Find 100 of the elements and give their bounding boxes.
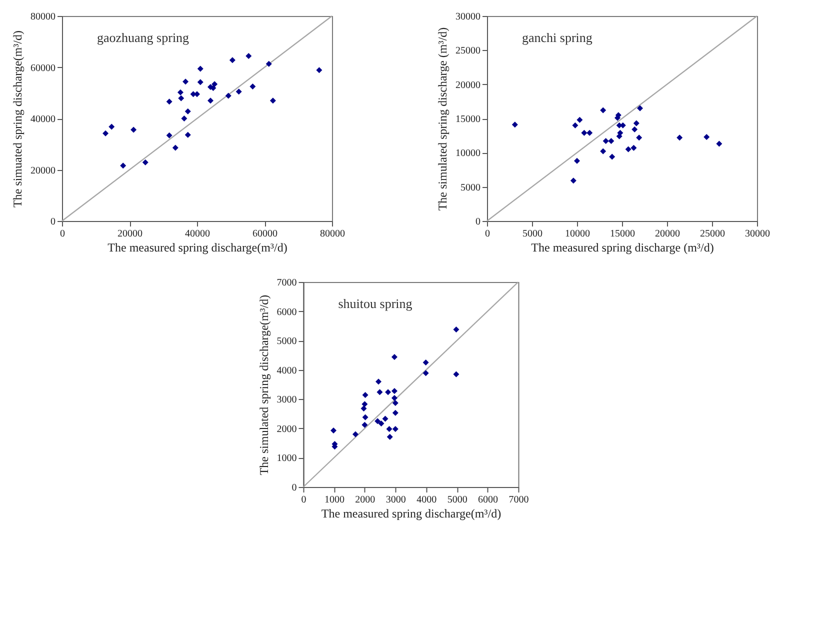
y-axis-title: The simulated spring discharge (m³/d) <box>436 27 450 211</box>
point <box>600 107 606 114</box>
point <box>316 67 322 74</box>
x-tick-label: 15000 <box>610 228 635 240</box>
x-axis-title: The measured spring discharge (m³/d) <box>531 240 714 254</box>
point <box>385 389 392 396</box>
point <box>184 132 191 138</box>
point <box>374 418 381 424</box>
x-tick-label: 7000 <box>508 494 529 506</box>
point <box>225 92 232 99</box>
y-tick-label: 60000 <box>30 62 56 74</box>
point <box>576 116 583 123</box>
x-tick-label: 0 <box>60 228 65 240</box>
y-tick-label: 1000 <box>276 453 297 464</box>
point <box>270 98 276 104</box>
y-tick-label: 3000 <box>276 394 297 406</box>
point <box>632 126 638 132</box>
y-tick-label: 5000 <box>276 336 297 348</box>
point <box>330 427 337 434</box>
x-tick-label: 1000 <box>324 494 344 506</box>
point <box>378 420 384 426</box>
point <box>166 98 172 105</box>
point <box>637 105 643 112</box>
x-tick-label: 0 <box>301 494 306 506</box>
point <box>208 98 214 104</box>
x-tick-label: 25000 <box>700 228 725 240</box>
point <box>602 138 609 144</box>
x-tick-label: 20000 <box>655 228 680 240</box>
point <box>142 159 148 166</box>
point <box>250 83 256 90</box>
point <box>184 108 191 114</box>
point <box>716 140 722 147</box>
point <box>382 416 388 422</box>
y-tick-label: 40000 <box>30 114 56 125</box>
point <box>422 360 429 366</box>
x-tick-label: 6000 <box>478 494 498 506</box>
point <box>177 89 184 96</box>
y-tick-label: 25000 <box>456 46 480 57</box>
x-tick-label: 30000 <box>745 228 770 240</box>
y-tick-label: 15000 <box>456 114 480 125</box>
y-tick-label: 0 <box>292 482 297 494</box>
y-tick-label: 2000 <box>276 424 297 435</box>
point <box>376 378 382 385</box>
point <box>172 144 178 151</box>
x-tick-label: 40000 <box>185 228 210 240</box>
point <box>625 146 632 152</box>
point <box>704 134 710 140</box>
x-axis-title: The measured spring discharge(m³/d) <box>108 240 288 254</box>
point <box>130 126 137 133</box>
point <box>453 371 460 378</box>
point <box>166 132 172 138</box>
x-tick-label: 3000 <box>386 494 406 506</box>
point <box>362 401 368 408</box>
point <box>236 88 242 95</box>
point <box>453 326 460 332</box>
y-tick-label: 4000 <box>276 365 297 376</box>
point <box>572 122 578 128</box>
x-tick-label: 80000 <box>320 228 345 240</box>
point <box>636 134 642 141</box>
point <box>182 78 189 85</box>
point <box>386 434 393 440</box>
point <box>392 410 398 416</box>
point <box>630 144 637 151</box>
point <box>197 79 204 86</box>
point <box>362 392 368 398</box>
point <box>120 162 126 169</box>
annotation: shuitou spring <box>338 296 413 311</box>
point <box>422 370 429 376</box>
y-tick-label: 30000 <box>456 12 480 22</box>
point <box>266 60 272 67</box>
y-tick-label: 20000 <box>30 165 56 176</box>
point <box>197 66 204 72</box>
point <box>108 124 115 130</box>
annotation: ganchi spring <box>522 30 593 45</box>
y-tick-label: 7000 <box>276 278 297 288</box>
point <box>392 400 398 406</box>
point <box>102 130 109 136</box>
point <box>570 178 576 184</box>
x-tick-label: 2000 <box>355 494 376 506</box>
x-tick-label: 60000 <box>252 228 278 240</box>
y-tick-label: 10000 <box>456 148 480 160</box>
point <box>181 116 188 122</box>
x-axis-title: The measured spring discharge(m³/d) <box>321 506 502 520</box>
point <box>352 431 358 438</box>
y-tick-label: 0 <box>476 216 480 228</box>
point <box>391 354 398 360</box>
point <box>633 120 640 126</box>
point <box>600 148 606 154</box>
x-tick-label: 4000 <box>416 494 437 506</box>
point <box>586 130 593 136</box>
y-tick-label: 6000 <box>276 306 297 318</box>
annotation: gaozhuang spring <box>97 30 190 45</box>
point <box>362 414 368 420</box>
y-axis-title: The simulated spring discharge(m³/d) <box>256 294 271 476</box>
point <box>178 95 184 102</box>
y-axis-title: The simuated spring discharge(m³/d) <box>10 30 24 208</box>
point <box>608 138 614 144</box>
x-tick-label: 10000 <box>565 228 590 240</box>
point <box>362 422 368 428</box>
point <box>512 122 518 128</box>
